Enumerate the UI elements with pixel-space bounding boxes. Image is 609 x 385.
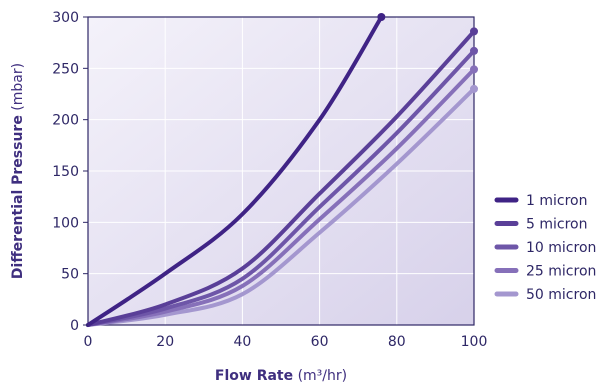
x-tick-label: 0 bbox=[84, 334, 93, 350]
y-tick-label: 250 bbox=[52, 61, 79, 77]
x-axis-title: Flow Rate (m³/hr) bbox=[215, 368, 347, 384]
x-tick-label: 40 bbox=[233, 334, 251, 350]
legend-label: 10 micron bbox=[526, 240, 596, 256]
series-end-marker-2 bbox=[470, 46, 478, 55]
series-line-2 bbox=[86, 48, 476, 327]
y-axis-title: Differential Pressure (mbar) bbox=[10, 63, 26, 279]
y-tick-label: 100 bbox=[52, 215, 79, 231]
y-tick-label: 150 bbox=[52, 164, 79, 180]
y-tick-label: 50 bbox=[61, 267, 79, 283]
series-line-3 bbox=[86, 67, 476, 327]
y-axis-title-unit: (mbar) bbox=[10, 63, 26, 111]
grid-lines bbox=[87, 16, 475, 326]
series-line-0 bbox=[86, 15, 384, 327]
legend-label: 5 micron bbox=[526, 217, 587, 233]
series-end-marker-0 bbox=[377, 13, 386, 21]
y-tick-label: 0 bbox=[70, 318, 79, 334]
y-axis-ticks: 0 50 100 150 200 250 300 bbox=[52, 10, 88, 334]
y-axis-title-bold: Differential Pressure bbox=[10, 115, 26, 279]
series-end-marker-1 bbox=[470, 27, 478, 36]
legend: 1 micron 5 micron 10 micron 25 micron 50 mic… bbox=[494, 193, 596, 303]
series-line-4 bbox=[86, 86, 476, 327]
legend-label: 1 micron bbox=[526, 193, 587, 209]
x-axis-title-bold: Flow Rate bbox=[215, 368, 293, 384]
y-tick-label: 200 bbox=[52, 113, 79, 129]
legend-label: 25 micron bbox=[526, 264, 596, 280]
series-end-marker-3 bbox=[470, 65, 478, 74]
series-end-marker-4 bbox=[470, 84, 478, 93]
x-axis-ticks: 0 20 40 60 80 100 bbox=[84, 334, 488, 350]
x-axis-title-unit: (m³/hr) bbox=[298, 368, 348, 384]
x-tick-label: 60 bbox=[311, 334, 329, 350]
y-tick-label: 300 bbox=[52, 10, 79, 26]
x-tick-label: 100 bbox=[461, 334, 488, 350]
series-line-1 bbox=[86, 29, 476, 327]
x-tick-label: 80 bbox=[388, 334, 406, 350]
x-tick-label: 20 bbox=[156, 334, 174, 350]
series-layer bbox=[86, 13, 478, 327]
legend-label: 50 micron bbox=[526, 287, 596, 303]
